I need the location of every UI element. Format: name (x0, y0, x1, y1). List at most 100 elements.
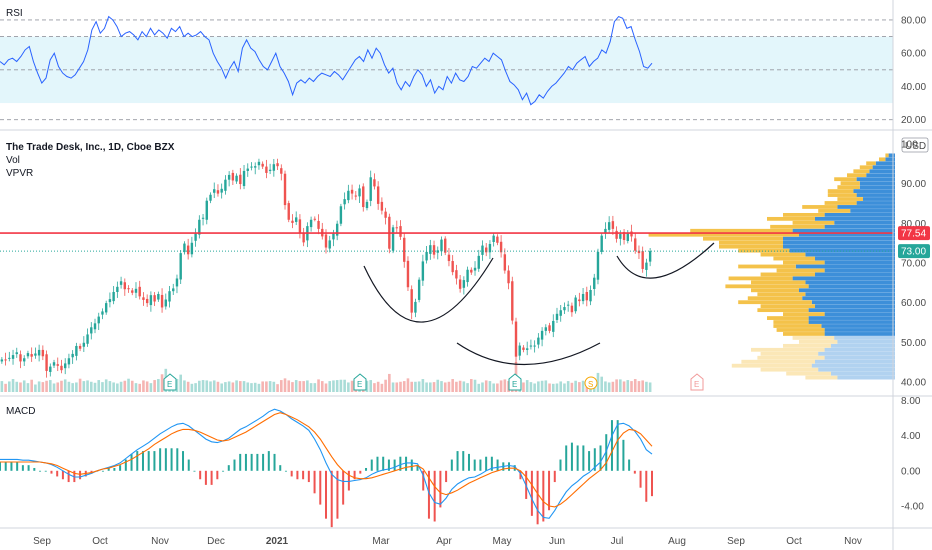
volume-bar (339, 379, 343, 392)
macd-histogram-bar (548, 470, 551, 511)
volume-profile-down-row (751, 347, 825, 352)
candle-body (287, 203, 290, 220)
volume-bar (190, 383, 194, 392)
candle-body (637, 250, 641, 254)
volume-profile-up-row (824, 355, 895, 360)
event-marker-letter: E (357, 380, 362, 389)
macd-histogram-bar (159, 448, 162, 471)
cup-arc-2[interactable] (456, 342, 601, 365)
macd-histogram-bar (0, 462, 1, 471)
volume-profile-up-row (815, 304, 895, 309)
volume-bar (108, 381, 112, 392)
macd-line (0, 408, 653, 519)
volume-bar (261, 381, 264, 392)
candle-body (544, 327, 548, 331)
volume-bar (626, 380, 630, 392)
volume-profile-down-row (751, 288, 799, 293)
symbol-title: The Trade Desk, Inc., 1D, Cboe BZX (6, 142, 175, 153)
volume-profile-down-row (751, 280, 806, 285)
volume-bar (205, 380, 209, 392)
candle-body (429, 245, 432, 254)
volume-profile-up-row (872, 165, 895, 170)
candle-body (104, 303, 108, 313)
volume-bar (82, 381, 86, 392)
candle-body (183, 243, 186, 253)
macd-histogram-bar (325, 470, 327, 519)
volume-bar (78, 378, 82, 392)
candle-body (134, 288, 138, 293)
macd-histogram-bar (570, 442, 573, 471)
candle-body (626, 232, 629, 241)
vpvr-label: VPVR (6, 168, 33, 179)
candle-body (380, 201, 384, 211)
candle-body (507, 270, 510, 284)
volume-profile-up-row (799, 288, 895, 293)
volume-profile-up-row (859, 181, 895, 186)
candle-body (149, 295, 153, 306)
volume-profile-down-row (731, 363, 812, 368)
macd-histogram-bar (342, 470, 345, 505)
macd-histogram-bar (262, 453, 265, 471)
candle-body (41, 349, 45, 357)
macd-histogram-bar (147, 451, 150, 471)
macd-histogram-bar (599, 445, 602, 471)
macd-histogram-bar (307, 470, 310, 483)
candle-body (309, 219, 313, 228)
volume-bar (19, 382, 22, 392)
macd-histogram-bar (393, 459, 396, 471)
volume-profile-up-row (834, 220, 895, 225)
macd-histogram-bar (416, 465, 419, 471)
candle-body (250, 166, 253, 168)
candle-body (280, 168, 283, 174)
macd-histogram-bar (250, 453, 253, 471)
volume-profile-up-row (792, 276, 895, 281)
volume-bar (160, 374, 164, 392)
macd-tick-1: 4.00 (901, 431, 921, 442)
candle-body (485, 247, 488, 253)
volume-bar (563, 383, 566, 392)
volume-bar (97, 380, 101, 392)
macd-histogram-bar (347, 470, 350, 491)
last-price-label: 73.00 (901, 247, 926, 258)
candle-body (619, 234, 622, 239)
volume-profile-down-row (719, 240, 783, 245)
volume-profile-up-row (805, 280, 895, 285)
volume-bar (153, 380, 156, 392)
candle-body (227, 174, 231, 180)
volume-bar (581, 380, 585, 392)
earnings-marker (690, 373, 704, 391)
candle-body (194, 233, 197, 241)
candle-body (23, 358, 26, 362)
candle-body (317, 220, 320, 229)
time-tick-0: Sep (33, 536, 51, 547)
volume-bar (525, 380, 529, 392)
candle-body (235, 175, 238, 182)
macd-histogram-bar (376, 456, 379, 471)
candle-body (257, 161, 261, 166)
candle-body (518, 345, 521, 356)
volume-profile-down-row (783, 332, 825, 336)
volume-bar (443, 382, 447, 392)
macd-histogram-bar (124, 459, 127, 471)
candle-body (496, 236, 499, 243)
volume-profile-up-row (837, 205, 895, 209)
candle-body (522, 347, 525, 350)
time-tick-8: Jun (549, 536, 565, 547)
volume-bar (75, 382, 78, 392)
volume-bar (615, 379, 618, 392)
volume-bar (37, 381, 41, 392)
volume-bar (440, 381, 443, 392)
macd-histogram-bar (313, 470, 316, 494)
candle-body (168, 291, 171, 302)
volume-profile-up-row (815, 216, 895, 221)
volume-profile-up-row (831, 371, 895, 376)
candle-body (350, 189, 354, 194)
volume-profile-up-row (850, 209, 895, 213)
cup-arc-1[interactable] (363, 257, 494, 323)
macd-histogram-bar (485, 456, 488, 471)
macd-histogram-bar (353, 470, 356, 480)
cup-arc-3[interactable] (616, 242, 715, 279)
candle-body (157, 293, 160, 300)
candle-body (298, 219, 302, 233)
volume-profile-up-row (808, 320, 895, 324)
